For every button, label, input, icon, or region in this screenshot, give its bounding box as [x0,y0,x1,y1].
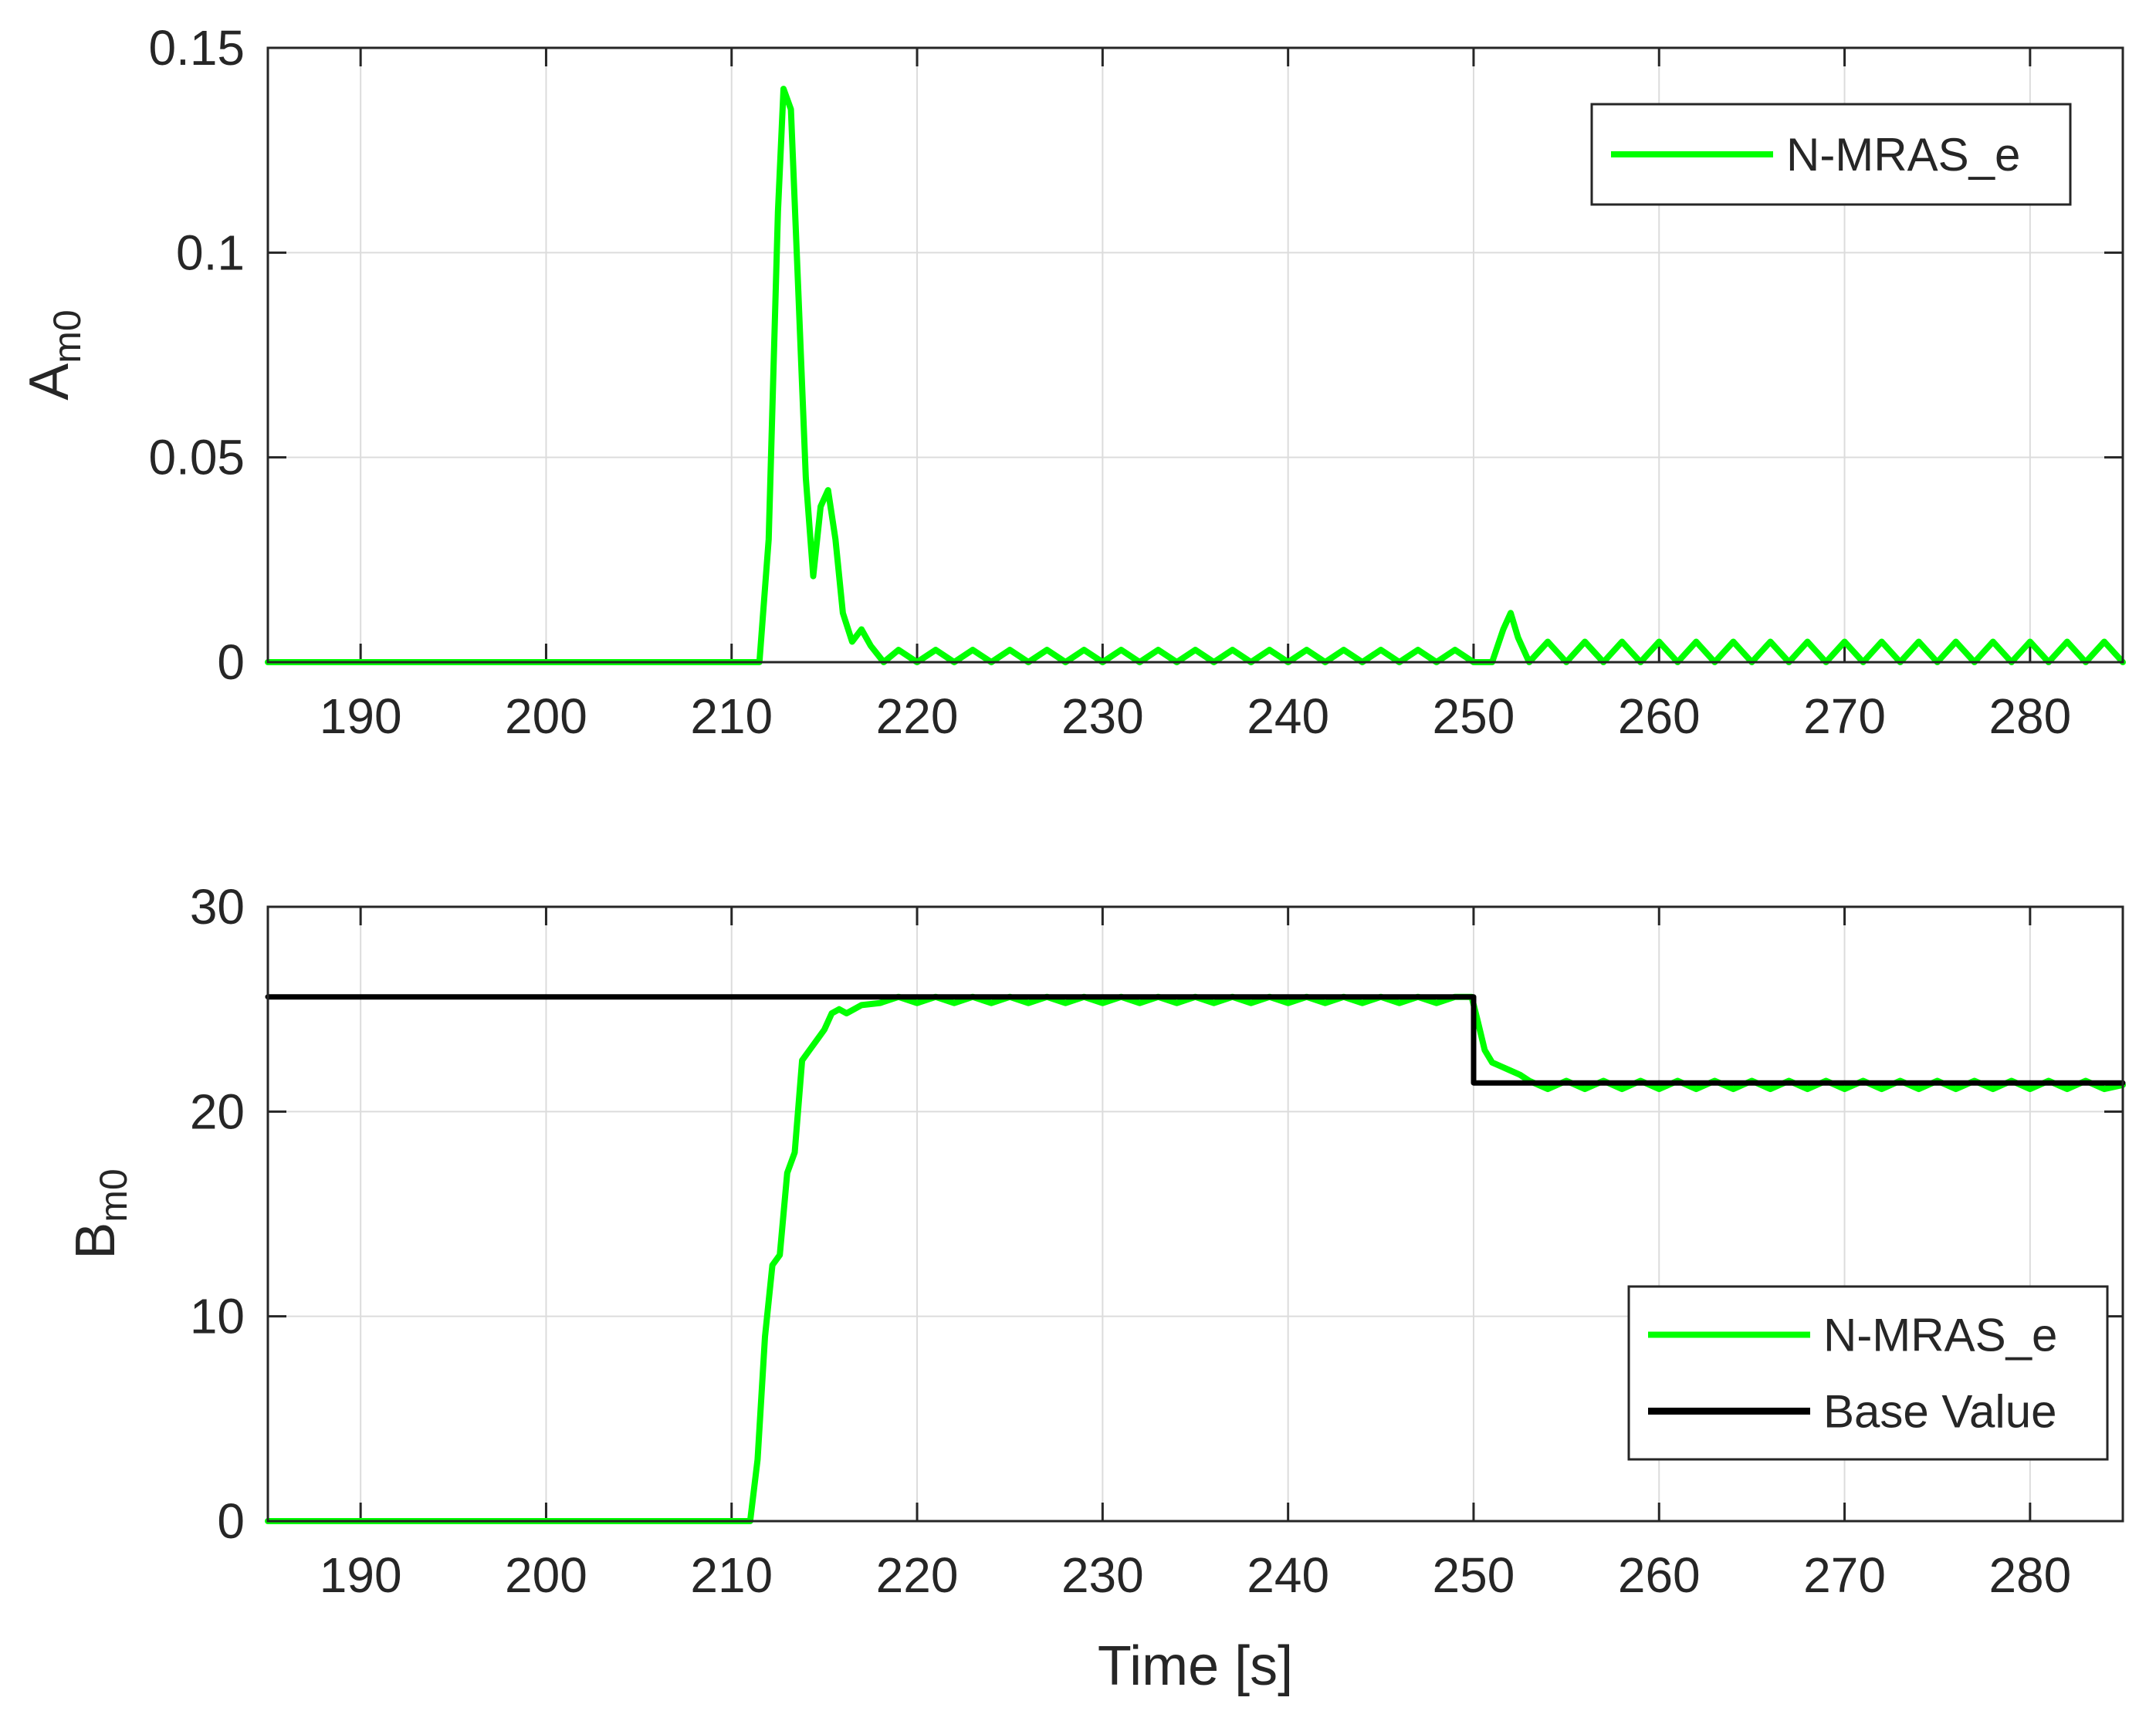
y-tick-label: 10 [190,1289,245,1344]
legend: N-MRAS_e Base Value [1627,1285,2109,1461]
y-tick-label: 0.15 [148,20,245,76]
y-axis-label-main: B [65,1222,127,1259]
y-tick-label: 0 [217,1493,245,1549]
series-line-n-mras-e [265,86,2126,665]
legend-label: N-MRAS_e [1786,129,2020,181]
y-axis-label: Bm0 [65,1168,135,1259]
x-tick-label: 240 [1247,688,1329,744]
y-tick-label: 0 [217,634,245,690]
y-axis-label-main: A [19,363,80,401]
x-tick-label: 250 [1433,688,1515,744]
x-tick-label: 240 [1247,1547,1329,1603]
x-tick-label: 280 [1988,688,2071,744]
x-tick-label: 190 [320,1547,402,1603]
legend-label: Base Value [1823,1386,2056,1438]
y-axis-label-subscript: m0 [46,309,89,363]
x-tick-label: 220 [876,1547,959,1603]
x-tick-label: 280 [1988,1547,2071,1603]
x-tick-label: 210 [690,1547,773,1603]
panel-b-m0: 190 200 210 220 230 240 250 260 270 280 0 10 20 30 Bm0… [65,879,2126,1697]
legend-label: N-MRAS_e [1823,1310,2057,1361]
legend-box [1627,1285,2109,1461]
y-axis-label-subscript: m0 [92,1168,135,1222]
x-tick-label: 270 [1803,1547,1886,1603]
y-tick-label: 0.1 [176,225,245,280]
x-tick-label: 230 [1061,1547,1144,1603]
axes-frame [266,905,2124,1523]
y-tick-label: 20 [190,1084,245,1139]
y-tick-label: 0.05 [148,430,245,485]
x-tick-label: 210 [690,688,773,744]
y-axis-label: Am0 [19,309,89,401]
x-tick-label: 260 [1618,1547,1701,1603]
series-line-base-value [265,994,2126,1086]
x-tick-label: 190 [320,688,402,744]
y-tick-label: 30 [190,879,245,935]
panel-a-m0: 190 200 210 220 230 240 250 260 270 280 0 0.05 0.1 0.… [19,20,2126,744]
x-tick-label: 200 [505,688,587,744]
axes-frame [266,46,2124,664]
x-tick-label: 230 [1061,688,1144,744]
x-tick-label: 200 [505,1547,587,1603]
x-tick-label: 250 [1433,1547,1515,1603]
x-axis-label: Time [s] [1098,1635,1293,1697]
x-tick-label: 260 [1618,688,1701,744]
x-tick-label: 220 [876,688,959,744]
legend: N-MRAS_e [1590,103,2072,206]
x-tick-label: 270 [1803,688,1886,744]
